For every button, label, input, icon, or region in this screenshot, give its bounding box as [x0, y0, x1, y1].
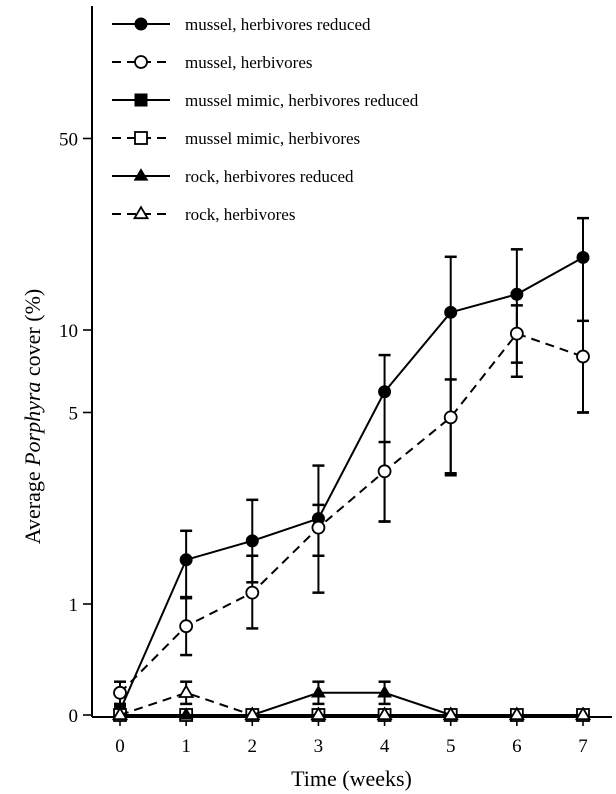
plot-frame: 0 1 2 3 4 5 6 7 0 1 5 10 50 [59, 6, 612, 757]
y-tick-label: 50 [59, 129, 78, 150]
data-point [134, 55, 148, 69]
y-tick-label: 5 [69, 403, 79, 424]
legend: mussel, herbivores reduced mussel, herbiv… [112, 15, 419, 224]
series-layer [111, 216, 592, 722]
data-point [444, 305, 458, 319]
y-tick-label: 1 [69, 595, 79, 616]
data-point [442, 706, 459, 721]
x-tick-label: 1 [181, 736, 191, 757]
legend-item: mussel, herbivores reduced [112, 15, 371, 34]
data-point [377, 464, 392, 479]
x-tick-label: 7 [578, 736, 588, 757]
y-tick-label: 10 [59, 321, 78, 342]
x-tick-label: 4 [380, 736, 390, 757]
series-line [119, 691, 583, 716]
legend-label: mussel mimic, herbivores reduced [185, 91, 419, 110]
data-point [574, 706, 592, 721]
legend-label: mussel, herbivores [185, 53, 312, 72]
data-point [134, 131, 148, 145]
y-axis-title: Average Porphyra cover (%) [20, 289, 45, 545]
data-point [111, 706, 129, 721]
data-point [311, 520, 326, 535]
data-point [113, 685, 127, 700]
x-axis-title: Time (weeks) [291, 766, 412, 791]
legend-item: mussel mimic, herbivores reduced [112, 91, 419, 110]
series-2 [113, 304, 590, 706]
legend-label: mussel mimic, herbivores [185, 129, 360, 148]
data-point [310, 706, 327, 721]
legend-label: rock, herbivores [185, 205, 295, 224]
data-point [132, 205, 150, 220]
data-point [576, 250, 590, 264]
data-point [510, 287, 524, 301]
series-6 [111, 680, 592, 721]
x-tick-label: 3 [314, 736, 324, 757]
data-point [134, 17, 148, 31]
data-point [245, 534, 259, 548]
data-point [443, 410, 458, 425]
legend-item: rock, herbivores reduced [112, 167, 354, 186]
data-point [311, 684, 326, 698]
data-point [179, 619, 194, 634]
y-axis-title-suffix: cover (%) [20, 289, 45, 382]
data-point [178, 684, 195, 698]
y-tick-label: 0 [69, 706, 79, 727]
data-point [377, 684, 392, 698]
legend-item: rock, herbivores [112, 205, 295, 224]
data-point [576, 349, 590, 364]
series-line [119, 256, 584, 711]
legend-label: rock, herbivores reduced [185, 167, 354, 186]
data-point [178, 707, 194, 720]
x-tick-label: 6 [512, 736, 522, 757]
data-point [509, 326, 524, 341]
data-point [133, 168, 149, 181]
data-point [508, 706, 525, 721]
data-point [179, 553, 193, 567]
y-axis-title-italic: Porphyra [20, 382, 45, 467]
series-line [119, 332, 584, 694]
legend-item: mussel, herbivores [112, 53, 312, 72]
data-point [244, 706, 261, 721]
x-tick-label: 5 [446, 736, 456, 757]
x-tick-label: 0 [115, 736, 125, 757]
data-point [245, 585, 260, 600]
data-point [378, 385, 392, 399]
legend-item: mussel mimic, herbivores [112, 129, 360, 148]
x-tick-label: 2 [248, 736, 258, 757]
data-point [376, 706, 393, 721]
legend-label: mussel, herbivores reduced [185, 15, 371, 34]
y-axis-title-prefix: Average [20, 466, 45, 544]
data-point [134, 93, 148, 107]
